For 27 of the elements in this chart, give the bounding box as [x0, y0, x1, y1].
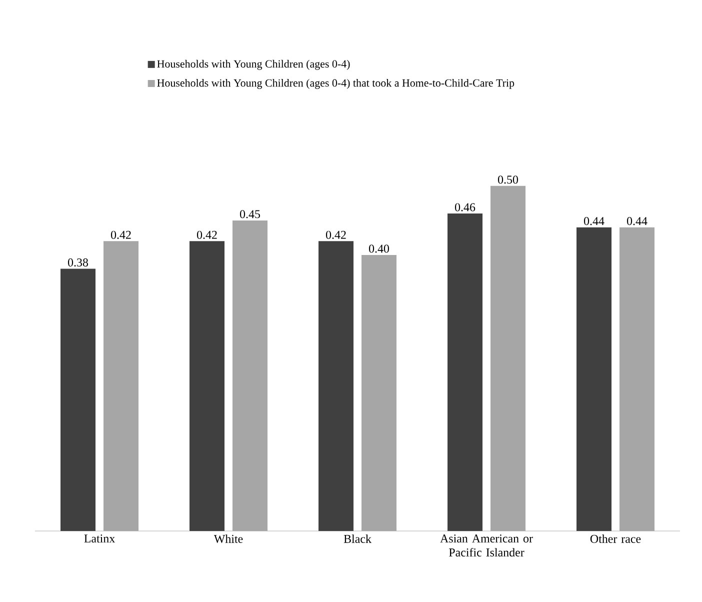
x-tick-label: White [214, 534, 243, 544]
x-tick-label: Asian American or Pacific Islander [440, 534, 533, 556]
data-label: 0.45 [240, 210, 260, 218]
data-label: 0.44 [584, 217, 604, 226]
data-label: 0.42 [196, 230, 217, 239]
bar [362, 254, 397, 531]
data-label: 0.38 [68, 258, 88, 267]
bar [490, 186, 526, 531]
bar [620, 227, 655, 531]
x-tick-label: Latinx [84, 534, 115, 543]
data-label: 0.40 [368, 244, 390, 253]
bar [318, 241, 354, 531]
bar [60, 268, 96, 531]
legend-label: Households with Young Children (ages 0-4) [157, 60, 350, 70]
x-tick-label: Black [344, 534, 372, 543]
data-label: 0.42 [110, 230, 131, 239]
data-label: 0.42 [326, 230, 346, 239]
bar [232, 220, 268, 531]
bar [104, 241, 138, 531]
bar [190, 241, 225, 531]
bar [576, 227, 612, 531]
x-tick-label: Other race [590, 534, 641, 543]
bar [448, 214, 483, 531]
data-label: 0.44 [627, 217, 648, 226]
data-label: 0.46 [454, 203, 476, 212]
legend-label: Households with Young Children (ages 0-4) that took a Home-to-Child-Care Trip [157, 78, 514, 89]
data-label: 0.50 [498, 176, 518, 184]
